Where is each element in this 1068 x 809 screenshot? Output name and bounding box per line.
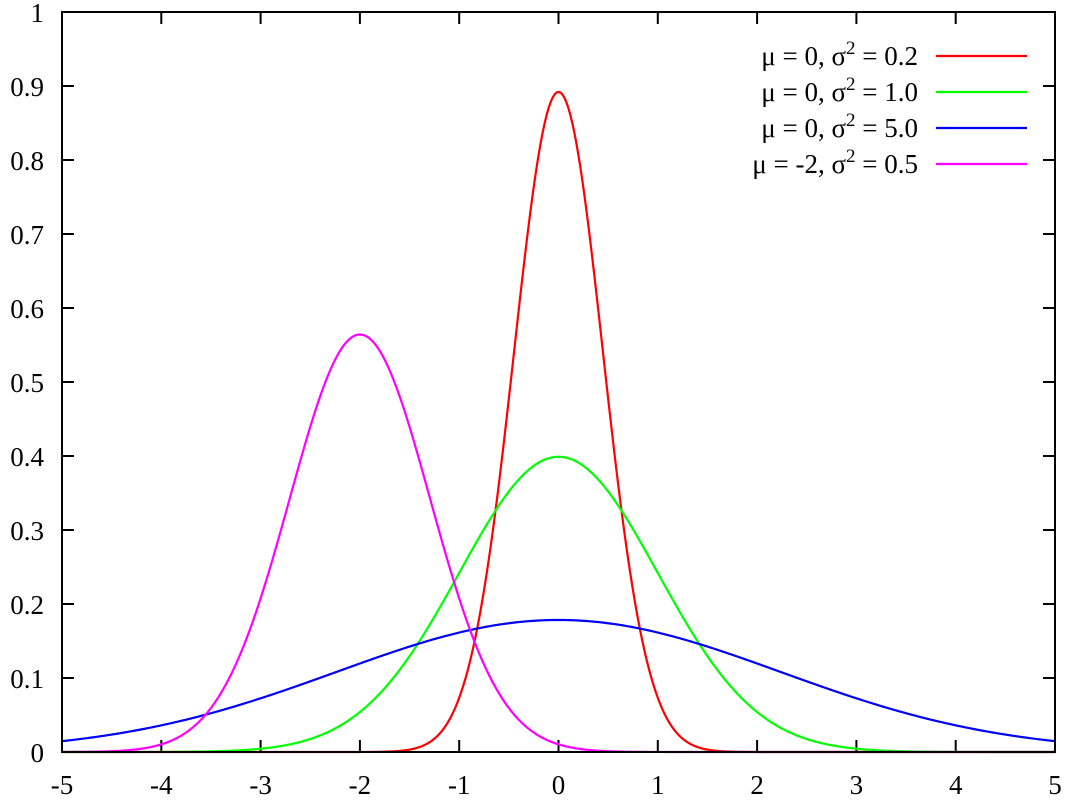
y-tick-label: 0.7 xyxy=(10,220,44,250)
y-tick-label: 0.4 xyxy=(10,442,44,472)
y-tick-label: 0.2 xyxy=(10,590,44,620)
legend-superscript: 2 xyxy=(846,38,856,59)
x-tick-label: 4 xyxy=(949,770,963,800)
x-tick-label: 2 xyxy=(750,770,764,800)
y-tick-label: 0.5 xyxy=(10,368,44,398)
legend-variance-label: = 0.2 xyxy=(856,41,918,71)
x-tick-label: -4 xyxy=(150,770,173,800)
x-tick-label: -2 xyxy=(349,770,372,800)
legend-label-1: μ = 0, σ2 = 0.2 xyxy=(761,38,918,71)
y-tick-label: 0.1 xyxy=(10,664,44,694)
legend-mu-label: μ = 0, σ xyxy=(761,113,846,143)
legend-variance-label: = 1.0 xyxy=(856,77,918,107)
y-tick-label: 0.6 xyxy=(10,294,44,324)
legend-label-4: μ = -2, σ2 = 0.5 xyxy=(752,146,918,179)
x-tick-label: 3 xyxy=(850,770,864,800)
series-line-1 xyxy=(62,90,1055,754)
y-tick-label: 0.8 xyxy=(10,146,44,176)
legend-superscript: 2 xyxy=(846,110,856,131)
series-lines xyxy=(61,90,1056,754)
x-tick-label: 5 xyxy=(1048,770,1062,800)
legend-superscript: 2 xyxy=(846,74,856,95)
legend-variance-label: = 0.5 xyxy=(856,149,918,179)
legend-label-2: μ = 0, σ2 = 1.0 xyxy=(761,74,918,107)
x-tick-label: -1 xyxy=(448,770,471,800)
legend-mu-label: μ = -2, σ xyxy=(752,149,846,179)
x-tick-label: 0 xyxy=(552,770,566,800)
x-tick-label: -5 xyxy=(51,770,74,800)
legend-mu-label: μ = 0, σ xyxy=(761,41,846,71)
legend-mu-label: μ = 0, σ xyxy=(761,77,846,107)
series-line-3 xyxy=(61,618,1056,743)
y-tick-label: 1 xyxy=(31,0,45,28)
x-tick-label: 1 xyxy=(651,770,665,800)
series-line-4 xyxy=(61,333,1055,754)
x-tick-label: -3 xyxy=(249,770,272,800)
legend-variance-label: = 5.0 xyxy=(856,113,918,143)
legend: μ = 0, σ2 = 0.2μ = 0, σ2 = 1.0μ = 0, σ2 … xyxy=(752,38,1027,179)
y-tick-label: 0 xyxy=(31,738,45,768)
axis-tick-labels: -5 -4 -3 -2 -1 0 1 2 3 4 5 0 0.1 0.2 0.3 0.4 0.5 0.6 0.7 0.… xyxy=(10,0,1062,800)
legend-label-3: μ = 0, σ2 = 5.0 xyxy=(761,110,918,143)
y-tick-label: 0.3 xyxy=(10,516,44,546)
legend-superscript: 2 xyxy=(846,146,856,167)
series-line-2 xyxy=(62,455,1055,754)
y-tick-label: 0.9 xyxy=(10,72,44,102)
plot-frame xyxy=(61,11,1056,753)
